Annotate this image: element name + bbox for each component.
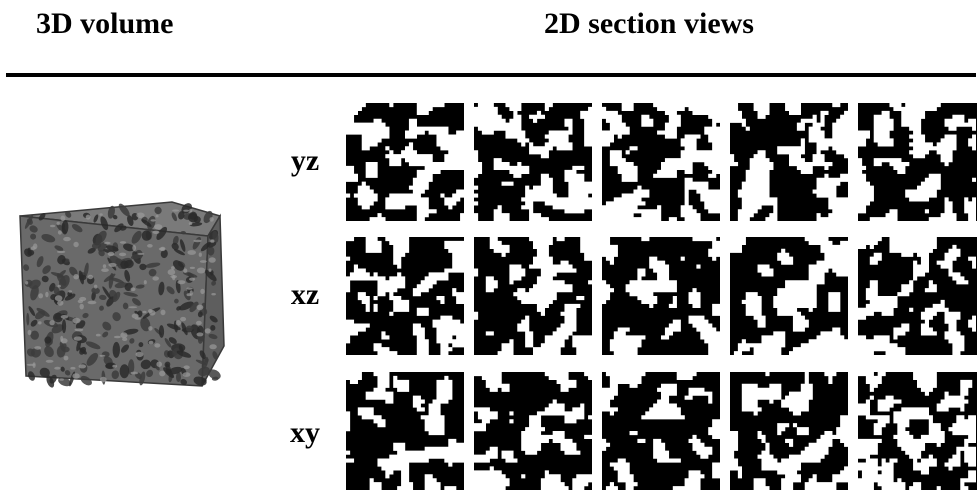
section-yz-4: [730, 103, 848, 221]
binary-slice-image: [474, 372, 592, 490]
section-views-heading: 2D section views: [544, 7, 754, 40]
binary-slice-image: [474, 103, 592, 221]
binary-slice-image: [602, 237, 720, 355]
section-xy-2: [474, 372, 592, 490]
binary-slice-image: [602, 103, 720, 221]
binary-slice-image: [602, 372, 720, 490]
binary-slice-image: [730, 372, 848, 490]
section-xz-3: [602, 237, 720, 355]
plane-label-yz: yz: [290, 144, 320, 177]
binary-slice-image: [730, 237, 848, 355]
binary-slice-image: [858, 103, 976, 221]
section-yz-2: [474, 103, 592, 221]
section-xz-1: [346, 237, 464, 355]
binary-slice-image: [346, 237, 464, 355]
section-yz-1: [346, 103, 464, 221]
section-yz-5: [858, 103, 977, 221]
section-xz-4: [730, 237, 848, 355]
binary-slice-image: [858, 237, 976, 355]
section-xy-5: [858, 372, 977, 490]
section-xy-3: [602, 372, 720, 490]
binary-slice-image: [858, 372, 976, 490]
section-xy-1: [346, 372, 464, 490]
binary-slice-image: [346, 103, 464, 221]
section-xy-4: [730, 372, 848, 490]
header-divider: [6, 73, 976, 77]
binary-slice-image: [730, 103, 848, 221]
3d-volume-render: [12, 176, 226, 392]
binary-slice-image: [474, 237, 592, 355]
section-yz-3: [602, 103, 720, 221]
section-xz-2: [474, 237, 592, 355]
plane-label-xy: xy: [290, 416, 320, 449]
plane-label-xz: xz: [290, 278, 320, 311]
volume-heading: 3D volume: [36, 7, 174, 40]
binary-slice-image: [346, 372, 464, 490]
section-xz-5: [858, 237, 977, 355]
porous-cube-image: [19, 201, 225, 388]
